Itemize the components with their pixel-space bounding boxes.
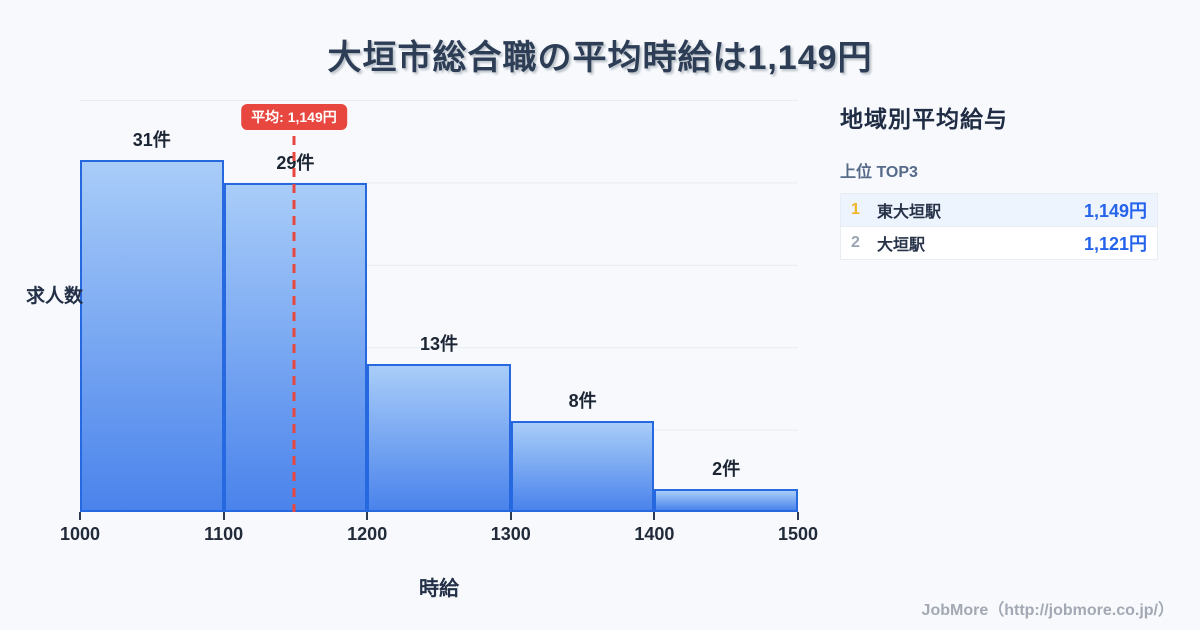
rank-number: 1 bbox=[851, 201, 860, 218]
histogram-bar bbox=[367, 364, 511, 512]
x-axis-tick bbox=[79, 512, 81, 520]
bar-count-label: 2件 bbox=[712, 459, 741, 480]
station-name: 大垣駅 bbox=[877, 237, 926, 254]
station-name: 東大垣駅 bbox=[877, 204, 942, 221]
ranking-panel-subtitle: 上位 TOP3 bbox=[840, 164, 918, 181]
footer-credit: JobMore（http://jobmore.co.jp/） bbox=[921, 602, 1174, 619]
x-axis-tick-label: 1300 bbox=[490, 524, 531, 544]
x-axis-label: 時給 bbox=[419, 578, 459, 600]
mean-line bbox=[292, 136, 296, 512]
ranking-panel-title: 地域別平均給与 bbox=[840, 106, 1008, 132]
histogram-bar bbox=[80, 160, 224, 512]
x-axis-tick bbox=[653, 512, 656, 520]
histogram-bar bbox=[510, 421, 655, 512]
bar-count-label: 8件 bbox=[568, 391, 597, 412]
x-axis-tick-label: 1500 bbox=[777, 524, 819, 544]
ranking-row: 2 大垣駅 1,121円 bbox=[841, 227, 1157, 259]
mean-label-badge: 平均: 1,149円 bbox=[241, 104, 347, 130]
bar-count-label: 31件 bbox=[132, 130, 171, 151]
ranking-row: 1 東大垣駅 1,149円 bbox=[841, 194, 1157, 227]
x-axis-tick bbox=[222, 512, 225, 520]
y-axis-label: 求人数 bbox=[26, 286, 84, 307]
ranking-panel: 地域別平均給与 上位 TOP3 1 東大垣駅 1,149円 2 大垣駅 1,121円 bbox=[840, 100, 1158, 260]
x-axis-tick-label: 1400 bbox=[634, 524, 675, 544]
ranking-list: 1 東大垣駅 1,149円 2 大垣駅 1,121円 bbox=[840, 193, 1158, 260]
x-axis-tick bbox=[797, 512, 799, 520]
wage-value: 1,149円 bbox=[1083, 201, 1147, 221]
bar-count-label: 13件 bbox=[419, 334, 459, 355]
x-axis-tick-label: 1200 bbox=[347, 524, 388, 544]
x-axis-tick-label: 1000 bbox=[59, 524, 101, 544]
page-title: 大垣市総合職の平均時給は1,149円 bbox=[327, 39, 873, 77]
x-axis-tick bbox=[509, 512, 512, 520]
wage-value: 1,121円 bbox=[1083, 234, 1147, 254]
x-axis-tick bbox=[366, 512, 369, 520]
x-axis-tick-label: 1100 bbox=[204, 524, 244, 544]
histogram-bar bbox=[654, 489, 798, 512]
rank-number: 2 bbox=[851, 234, 860, 251]
